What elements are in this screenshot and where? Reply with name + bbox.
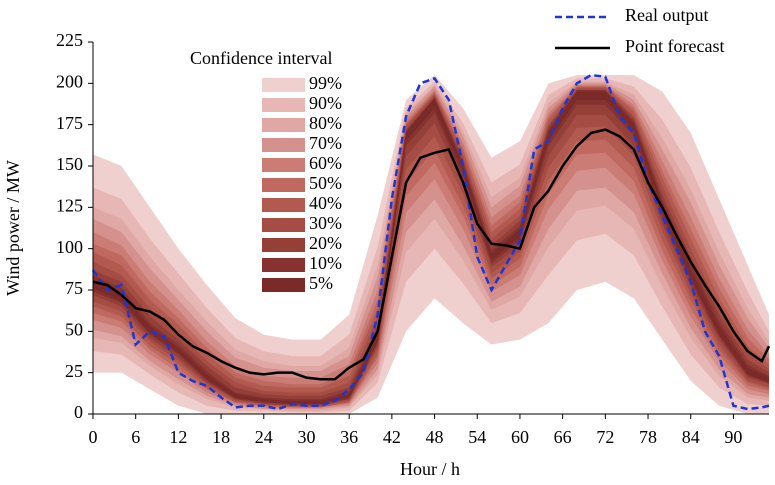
x-tick-label: 24 — [255, 427, 273, 447]
band-legend-label: 99% — [309, 73, 342, 93]
band-legend-swatch — [262, 238, 305, 252]
band-legend-label: 20% — [309, 233, 342, 253]
x-tick-label: 18 — [212, 427, 230, 447]
y-tick-label: 25 — [65, 361, 83, 381]
band-legend-swatch — [262, 138, 305, 152]
band-legend-label: 30% — [309, 213, 342, 233]
x-tick-label: 84 — [682, 427, 700, 447]
band-legend-label: 60% — [309, 153, 342, 173]
y-tick-label: 150 — [56, 154, 83, 174]
band-legend-swatch — [262, 278, 305, 292]
y-tick-label: 75 — [65, 278, 83, 298]
x-tick-label: 66 — [554, 427, 572, 447]
x-tick-label: 90 — [724, 427, 742, 447]
legend-label: Real output — [625, 5, 709, 25]
band-legend-label: 90% — [309, 93, 342, 113]
band-legend-swatch — [262, 78, 305, 92]
x-tick-label: 54 — [468, 427, 486, 447]
band-legend-label: 70% — [309, 133, 342, 153]
y-axis-label: Wind power / MW — [3, 160, 23, 296]
series-line — [91, 73, 770, 411]
band-legend-swatch — [262, 178, 305, 192]
band-legend-title: Confidence interval — [190, 48, 332, 68]
y-tick-label: 0 — [74, 402, 83, 422]
band-legend-label: 50% — [309, 173, 342, 193]
band-legend-swatch — [262, 118, 305, 132]
x-axis-label: Hour / h — [400, 459, 460, 479]
x-tick-label: 36 — [340, 427, 358, 447]
y-tick-label: 100 — [56, 237, 83, 257]
x-tick-label: 78 — [639, 427, 657, 447]
x-tick-label: 42 — [383, 427, 401, 447]
y-tick-label: 200 — [56, 71, 83, 91]
x-tick-label: 6 — [131, 427, 140, 447]
y-tick-label: 225 — [56, 30, 83, 50]
x-tick-label: 30 — [297, 427, 315, 447]
x-tick-label: 60 — [511, 427, 529, 447]
x-tick-label: 72 — [596, 427, 614, 447]
band-legend-swatch — [262, 198, 305, 212]
confidence-band — [93, 86, 769, 408]
band-legend-label: 40% — [309, 193, 342, 213]
x-tick-label: 0 — [89, 427, 98, 447]
confidence-band — [93, 84, 769, 408]
legend-label: Point forecast — [625, 36, 724, 56]
y-tick-label: 125 — [56, 195, 83, 215]
series-line — [92, 128, 771, 381]
band-legend-label: 80% — [309, 113, 342, 133]
x-tick-label: 48 — [426, 427, 444, 447]
band-legend-swatch — [262, 258, 305, 272]
band-legend-swatch — [262, 218, 305, 232]
band-legend-swatch — [262, 158, 305, 172]
band-legend-label: 10% — [309, 253, 342, 273]
x-tick-label: 12 — [169, 427, 187, 447]
y-tick-label: 175 — [56, 113, 83, 133]
band-legend-swatch — [262, 98, 305, 112]
band-legend-label: 5% — [309, 273, 333, 293]
y-tick-label: 50 — [65, 319, 83, 339]
